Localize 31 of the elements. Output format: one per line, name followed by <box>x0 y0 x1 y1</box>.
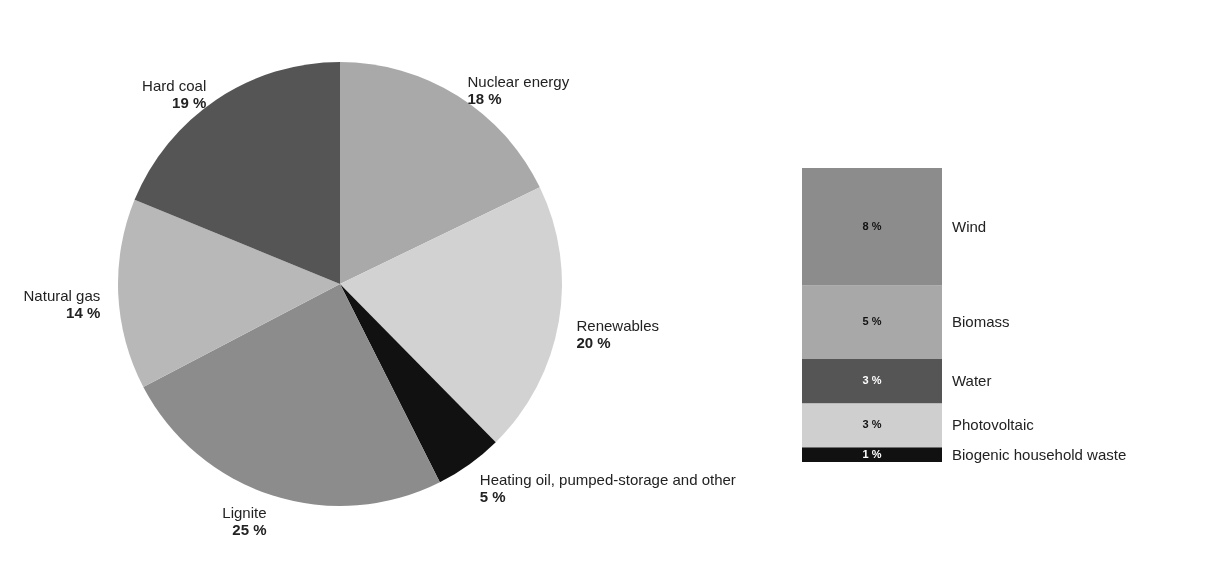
series-label: Biogenic household waste <box>952 445 1127 463</box>
slice-label: Heating oil, pumped-storage and other <box>479 471 736 489</box>
data-label: 5 % <box>479 488 506 506</box>
data-label: 5 % <box>862 315 882 328</box>
bar <box>802 359 942 404</box>
slice-label: Natural gas <box>23 287 101 305</box>
slice-label: Lignite <box>222 504 267 522</box>
data-label: 25 % <box>232 521 267 539</box>
bar <box>802 447 942 462</box>
data-label: 18 % <box>467 89 502 107</box>
data-label: 1 % <box>862 447 882 460</box>
data-label: 8 % <box>862 219 882 232</box>
pie-slice <box>134 62 340 284</box>
bar <box>802 285 942 360</box>
data-label: 20 % <box>576 333 611 351</box>
slice-label: Renewables <box>576 316 660 334</box>
series-label: Photovoltaic <box>952 416 1035 434</box>
bar <box>802 168 942 286</box>
slice-label: Hard coal <box>142 76 207 94</box>
pie-slice <box>340 187 562 443</box>
data-label: 3 % <box>862 374 882 387</box>
pie-slice <box>118 199 340 387</box>
data-label: 19 % <box>172 93 207 111</box>
series-label: Wind <box>952 217 987 235</box>
slice-label: Nuclear energy <box>467 72 570 90</box>
series-label: Biomass <box>952 313 1010 331</box>
bar <box>802 403 942 448</box>
series-label: Water <box>952 372 992 390</box>
data-label: 3 % <box>862 418 882 431</box>
data-label: 14 % <box>66 304 101 322</box>
pie-slice <box>143 284 440 506</box>
